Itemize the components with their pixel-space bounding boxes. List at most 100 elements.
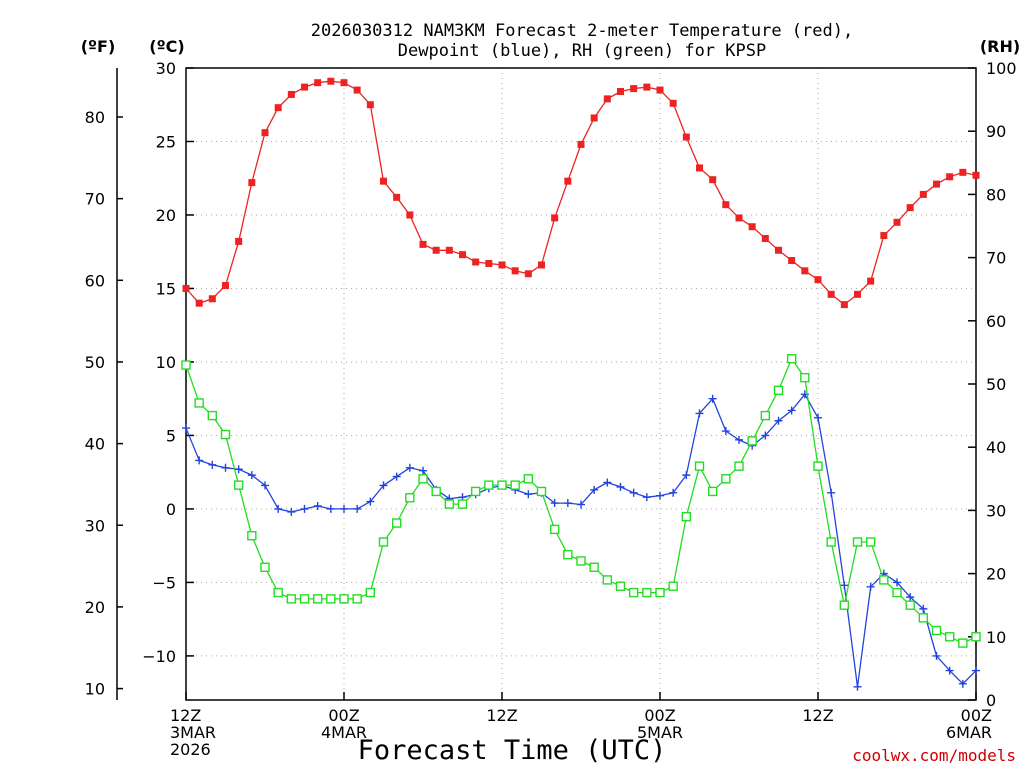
data-point — [208, 295, 216, 303]
data-point — [261, 481, 269, 490]
data-point — [629, 488, 638, 497]
data-point — [563, 499, 572, 508]
series-temperature-c — [182, 77, 980, 309]
x-tick-label: 00Z — [328, 706, 359, 725]
x-tick-label: 00Z — [961, 706, 992, 725]
data-point — [880, 232, 888, 240]
x-tick-label: 12Z — [170, 706, 201, 725]
data-point — [459, 251, 466, 259]
data-point — [696, 164, 703, 172]
data-point — [406, 211, 414, 219]
data-point — [879, 575, 889, 585]
data-point — [340, 79, 348, 87]
data-point — [722, 201, 730, 209]
data-point — [182, 284, 190, 292]
celsius-unit-label: (ºC) — [149, 37, 184, 56]
data-point — [853, 682, 862, 691]
data-point — [972, 171, 980, 179]
data-point — [511, 267, 519, 275]
x-axis-label: Forecast Time (UTC) — [358, 735, 667, 766]
celsius-tick-label: 10 — [156, 353, 176, 372]
data-point — [919, 190, 927, 198]
data-point — [774, 416, 783, 425]
data-point — [195, 299, 203, 307]
data-point — [866, 582, 875, 591]
data-point — [353, 86, 361, 94]
data-point — [814, 413, 822, 422]
data-point — [340, 504, 348, 513]
data-point — [549, 524, 560, 535]
data-point — [287, 507, 296, 516]
rh-tick-label: 40 — [986, 438, 1006, 457]
data-point — [893, 218, 901, 226]
celsius-axis-ticks: −10 −5 0 5 10 15 20 25 30 — [142, 59, 194, 666]
data-series — [181, 77, 981, 691]
data-point — [918, 613, 929, 623]
data-point — [380, 177, 387, 185]
data-point — [630, 85, 638, 93]
data-point — [748, 223, 756, 231]
data-point — [695, 409, 704, 418]
series-line — [185, 80, 977, 306]
data-point — [577, 140, 585, 148]
fahrenheit-tick-label: 30 — [85, 516, 105, 535]
fahrenheit-unit-label: (ºF) — [81, 37, 116, 56]
data-point — [419, 466, 427, 475]
rh-tick-label: 0 — [986, 691, 996, 710]
data-point — [195, 456, 204, 465]
data-point — [800, 372, 810, 383]
data-point — [418, 474, 428, 484]
fahrenheit-tick-label: 10 — [85, 680, 105, 699]
data-point — [366, 101, 374, 109]
data-point — [273, 587, 283, 598]
data-point — [182, 424, 190, 433]
data-point — [734, 461, 744, 471]
data-point — [735, 435, 743, 444]
data-point — [457, 499, 468, 509]
x-tick-label: 00Z — [644, 706, 675, 725]
data-point — [905, 600, 915, 610]
rh-axis-ticks: 0 10 20 30 40 50 60 70 80 90 100 — [968, 59, 1017, 710]
data-point — [484, 480, 494, 490]
data-point — [958, 638, 968, 648]
data-point — [906, 593, 915, 602]
data-point — [721, 474, 731, 484]
rh-tick-label: 50 — [986, 375, 1006, 394]
data-point — [551, 214, 559, 222]
data-point — [274, 104, 282, 112]
data-point — [682, 133, 690, 141]
x-tick-label: 2026 — [170, 740, 211, 759]
data-point — [247, 530, 257, 541]
data-point — [655, 587, 665, 598]
data-point — [247, 471, 256, 480]
data-point — [261, 129, 269, 137]
data-point — [775, 246, 782, 254]
celsius-tick-label: 30 — [156, 59, 176, 78]
rh-tick-label: 60 — [986, 312, 1006, 331]
data-point — [326, 594, 336, 604]
data-point — [550, 499, 559, 508]
data-point — [287, 90, 295, 98]
data-point — [353, 504, 362, 513]
data-point — [431, 486, 441, 497]
fahrenheit-tick-label: 70 — [85, 190, 105, 209]
data-point — [931, 625, 942, 636]
data-point — [615, 581, 626, 591]
celsius-tick-label: 0 — [166, 500, 176, 519]
data-point — [721, 427, 730, 436]
celsius-tick-label: 25 — [156, 132, 176, 151]
data-point — [840, 301, 848, 309]
data-point — [181, 360, 191, 370]
data-point — [391, 518, 402, 528]
data-point — [312, 594, 323, 604]
data-point — [419, 240, 427, 248]
data-point — [207, 410, 218, 421]
data-point — [747, 436, 757, 446]
data-point — [523, 474, 534, 484]
celsius-tick-label: 5 — [166, 426, 176, 445]
data-point — [366, 497, 375, 506]
data-point — [576, 556, 586, 566]
data-point — [865, 537, 876, 547]
data-point — [564, 177, 572, 185]
